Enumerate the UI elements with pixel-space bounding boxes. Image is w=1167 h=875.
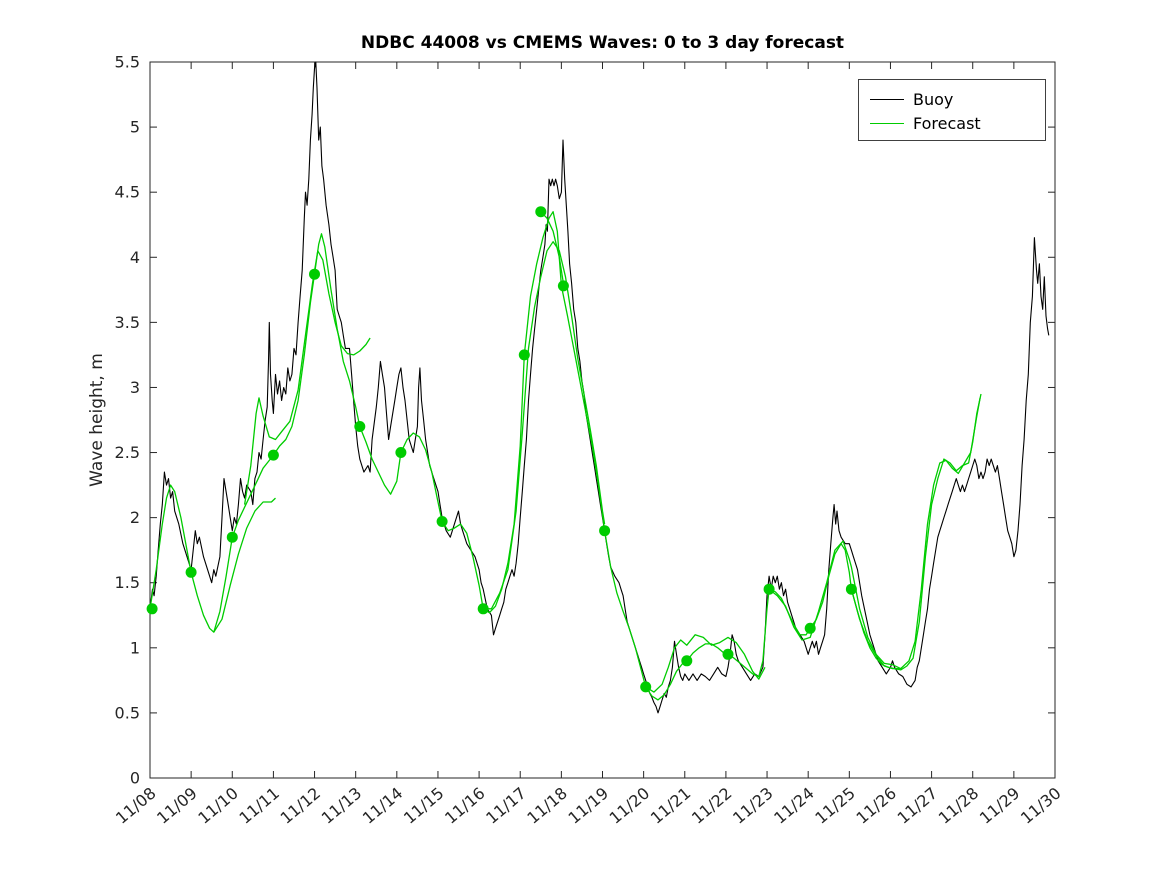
legend-label-buoy: Buoy bbox=[913, 89, 954, 109]
y-tick-label: 2.5 bbox=[115, 443, 140, 462]
forecast-marker bbox=[845, 583, 857, 595]
forecast-marker bbox=[518, 349, 530, 361]
forecast-line bbox=[540, 211, 565, 284]
y-tick-label: 5 bbox=[130, 118, 140, 137]
x-tick-label: 11/19 bbox=[565, 784, 613, 828]
y-axis-label: Wave height, m bbox=[87, 353, 107, 487]
y-tick-label: 1 bbox=[130, 638, 140, 657]
forecast-marker bbox=[477, 603, 489, 615]
x-tick-label: 11/21 bbox=[647, 784, 695, 828]
chart-title: NDBC 44008 vs CMEMS Waves: 0 to 3 day fo… bbox=[360, 33, 845, 53]
forecast-marker bbox=[146, 603, 158, 615]
x-tick-label: 11/25 bbox=[811, 784, 859, 828]
forecast-line bbox=[645, 634, 766, 693]
forecast-marker bbox=[354, 421, 366, 432]
forecast-line bbox=[213, 497, 276, 633]
y-tick-label: 4 bbox=[130, 248, 140, 267]
x-tick-label: 11/18 bbox=[523, 784, 571, 828]
legend-item-buoy: Buoy bbox=[859, 87, 1045, 111]
buoy-line bbox=[149, 61, 1050, 714]
x-tick-label: 11/23 bbox=[729, 784, 777, 828]
forecast-marker bbox=[599, 525, 611, 537]
x-tick-label: 11/09 bbox=[153, 784, 201, 828]
x-tick-label: 11/14 bbox=[359, 784, 407, 828]
y-tick-label: 2 bbox=[130, 508, 140, 527]
x-tick-label: 11/26 bbox=[852, 784, 900, 828]
legend-item-forecast: Forecast bbox=[859, 111, 1045, 135]
forecast-marker bbox=[722, 648, 734, 660]
y-tick-label: 4.5 bbox=[115, 183, 140, 202]
forecast-marker bbox=[535, 206, 547, 218]
forecast-line bbox=[768, 540, 901, 670]
x-tick-label: 11/24 bbox=[770, 784, 818, 828]
legend-label-forecast: Forecast bbox=[913, 113, 981, 133]
legend: Buoy Forecast bbox=[858, 79, 1046, 141]
x-tick-label: 11/15 bbox=[400, 784, 448, 828]
y-tick-label: 0 bbox=[130, 769, 140, 788]
forecast-marker bbox=[763, 583, 775, 595]
x-tick-label: 11/29 bbox=[976, 784, 1024, 828]
x-tick-label: 11/10 bbox=[194, 784, 242, 828]
x-tick-label: 11/22 bbox=[688, 784, 736, 828]
y-tick-label: 3 bbox=[130, 378, 140, 397]
forecast-marker bbox=[640, 681, 652, 693]
y-tick-label: 0.5 bbox=[115, 703, 140, 722]
x-tick-label: 11/11 bbox=[235, 784, 283, 828]
forecast-line bbox=[850, 397, 981, 670]
forecast-marker bbox=[309, 268, 320, 280]
x-tick-label: 11/28 bbox=[935, 784, 983, 828]
forecast-marker bbox=[557, 280, 569, 292]
x-tick-label: 11/08 bbox=[112, 784, 160, 828]
forecast-line bbox=[243, 250, 371, 505]
y-tick-label: 1.5 bbox=[115, 573, 140, 592]
forecast-line bbox=[483, 241, 606, 610]
forecast-marker bbox=[185, 566, 197, 578]
forecast-marker bbox=[267, 449, 279, 461]
x-tick-label: 11/12 bbox=[277, 784, 325, 828]
x-tick-label: 11/27 bbox=[894, 784, 942, 828]
y-tick-label: 3.5 bbox=[115, 313, 140, 332]
x-tick-label: 11/20 bbox=[606, 784, 654, 828]
x-tick-label: 11/16 bbox=[441, 784, 489, 828]
x-tick-label: 11/17 bbox=[482, 784, 530, 828]
axes-box bbox=[149, 61, 1056, 779]
forecast-marker bbox=[395, 447, 407, 458]
forecast-marker bbox=[226, 531, 238, 543]
forecast-marker bbox=[804, 622, 816, 634]
forecast-marker bbox=[681, 655, 693, 667]
forecast-line-sample bbox=[870, 122, 904, 124]
forecast-marker bbox=[436, 516, 448, 527]
y-tick-label: 5.5 bbox=[115, 53, 140, 72]
x-tick-label: 11/30 bbox=[1017, 784, 1065, 828]
x-tick-label: 11/13 bbox=[318, 784, 366, 828]
buoy-line-sample bbox=[870, 98, 904, 100]
